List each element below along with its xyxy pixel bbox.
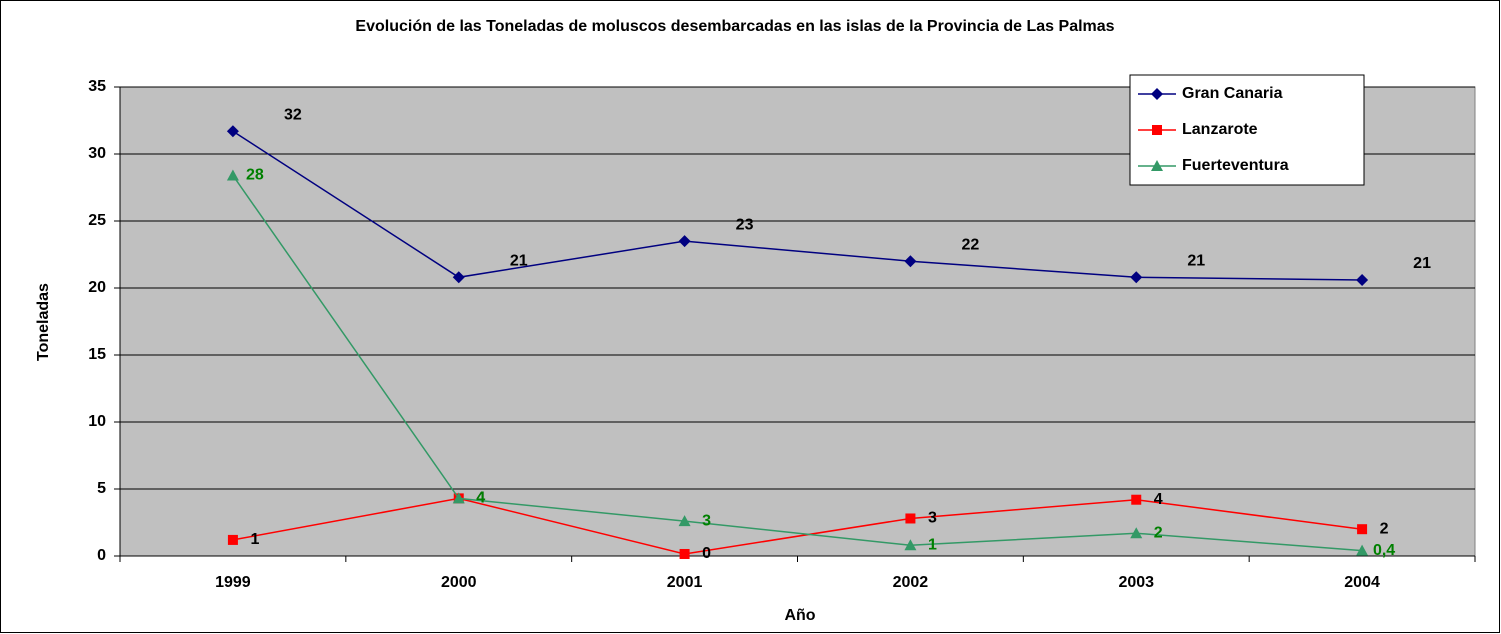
marker <box>679 548 690 559</box>
x-tick-label: 2002 <box>893 574 929 591</box>
data-label: 3 <box>928 510 937 527</box>
x-tick-label: 2004 <box>1344 574 1380 591</box>
y-tick-label: 5 <box>97 480 106 497</box>
y-tick-label: 0 <box>97 547 106 564</box>
marker <box>226 169 239 181</box>
marker <box>1130 527 1143 539</box>
y-tick-label: 10 <box>88 413 106 430</box>
data-label: 22 <box>962 236 980 253</box>
data-label: 4 <box>1154 491 1163 508</box>
y-tick-label: 25 <box>88 212 106 229</box>
data-label: 1 <box>250 531 259 548</box>
data-label: 0,4 <box>1373 542 1395 559</box>
data-label: 1 <box>928 536 937 553</box>
y-tick-label: 15 <box>88 346 106 363</box>
data-label: 0 <box>702 545 711 562</box>
marker <box>452 492 465 504</box>
data-label: 28 <box>246 167 264 184</box>
y-tick-label: 30 <box>88 145 106 162</box>
y-tick-label: 20 <box>88 279 106 296</box>
marker <box>226 125 239 138</box>
marker <box>678 515 691 527</box>
legend-label: Fuerteventura <box>1182 157 1289 174</box>
x-axis-label: Año <box>784 607 815 624</box>
marker <box>1152 125 1162 135</box>
chart-title: Evolución de las Toneladas de moluscos d… <box>355 18 1114 35</box>
marker <box>1151 160 1163 171</box>
marker <box>904 255 917 268</box>
legend-label: Gran Canaria <box>1182 85 1283 102</box>
series-line <box>232 497 1363 555</box>
series-line <box>232 130 1363 281</box>
y-axis-label: Toneladas <box>35 283 52 361</box>
data-label: 21 <box>1187 252 1205 269</box>
data-label: 23 <box>736 216 754 233</box>
data-label: 2 <box>1380 520 1389 537</box>
x-tick-label: 2000 <box>441 574 477 591</box>
data-label: 32 <box>284 106 302 123</box>
marker <box>452 271 465 284</box>
x-tick-label: 2003 <box>1118 574 1154 591</box>
marker <box>1151 88 1163 100</box>
marker <box>905 513 916 524</box>
marker <box>904 539 917 551</box>
data-label: 3 <box>702 512 711 529</box>
marker <box>1357 524 1368 535</box>
marker <box>678 235 691 248</box>
series-line <box>232 175 1363 552</box>
marker <box>227 534 238 545</box>
data-label: 21 <box>510 252 528 269</box>
x-tick-label: 1999 <box>215 574 251 591</box>
data-label: 2 <box>1154 524 1163 541</box>
marker <box>1131 494 1142 505</box>
marker <box>1356 273 1369 286</box>
marker <box>1130 271 1143 284</box>
data-label: 4 <box>476 490 485 507</box>
y-tick-label: 35 <box>88 78 106 95</box>
data-label: 4 <box>476 490 485 507</box>
x-tick-label: 2001 <box>667 574 703 591</box>
data-label: 21 <box>1413 255 1431 272</box>
marker <box>1356 544 1369 556</box>
legend-label: Lanzarote <box>1182 121 1258 138</box>
